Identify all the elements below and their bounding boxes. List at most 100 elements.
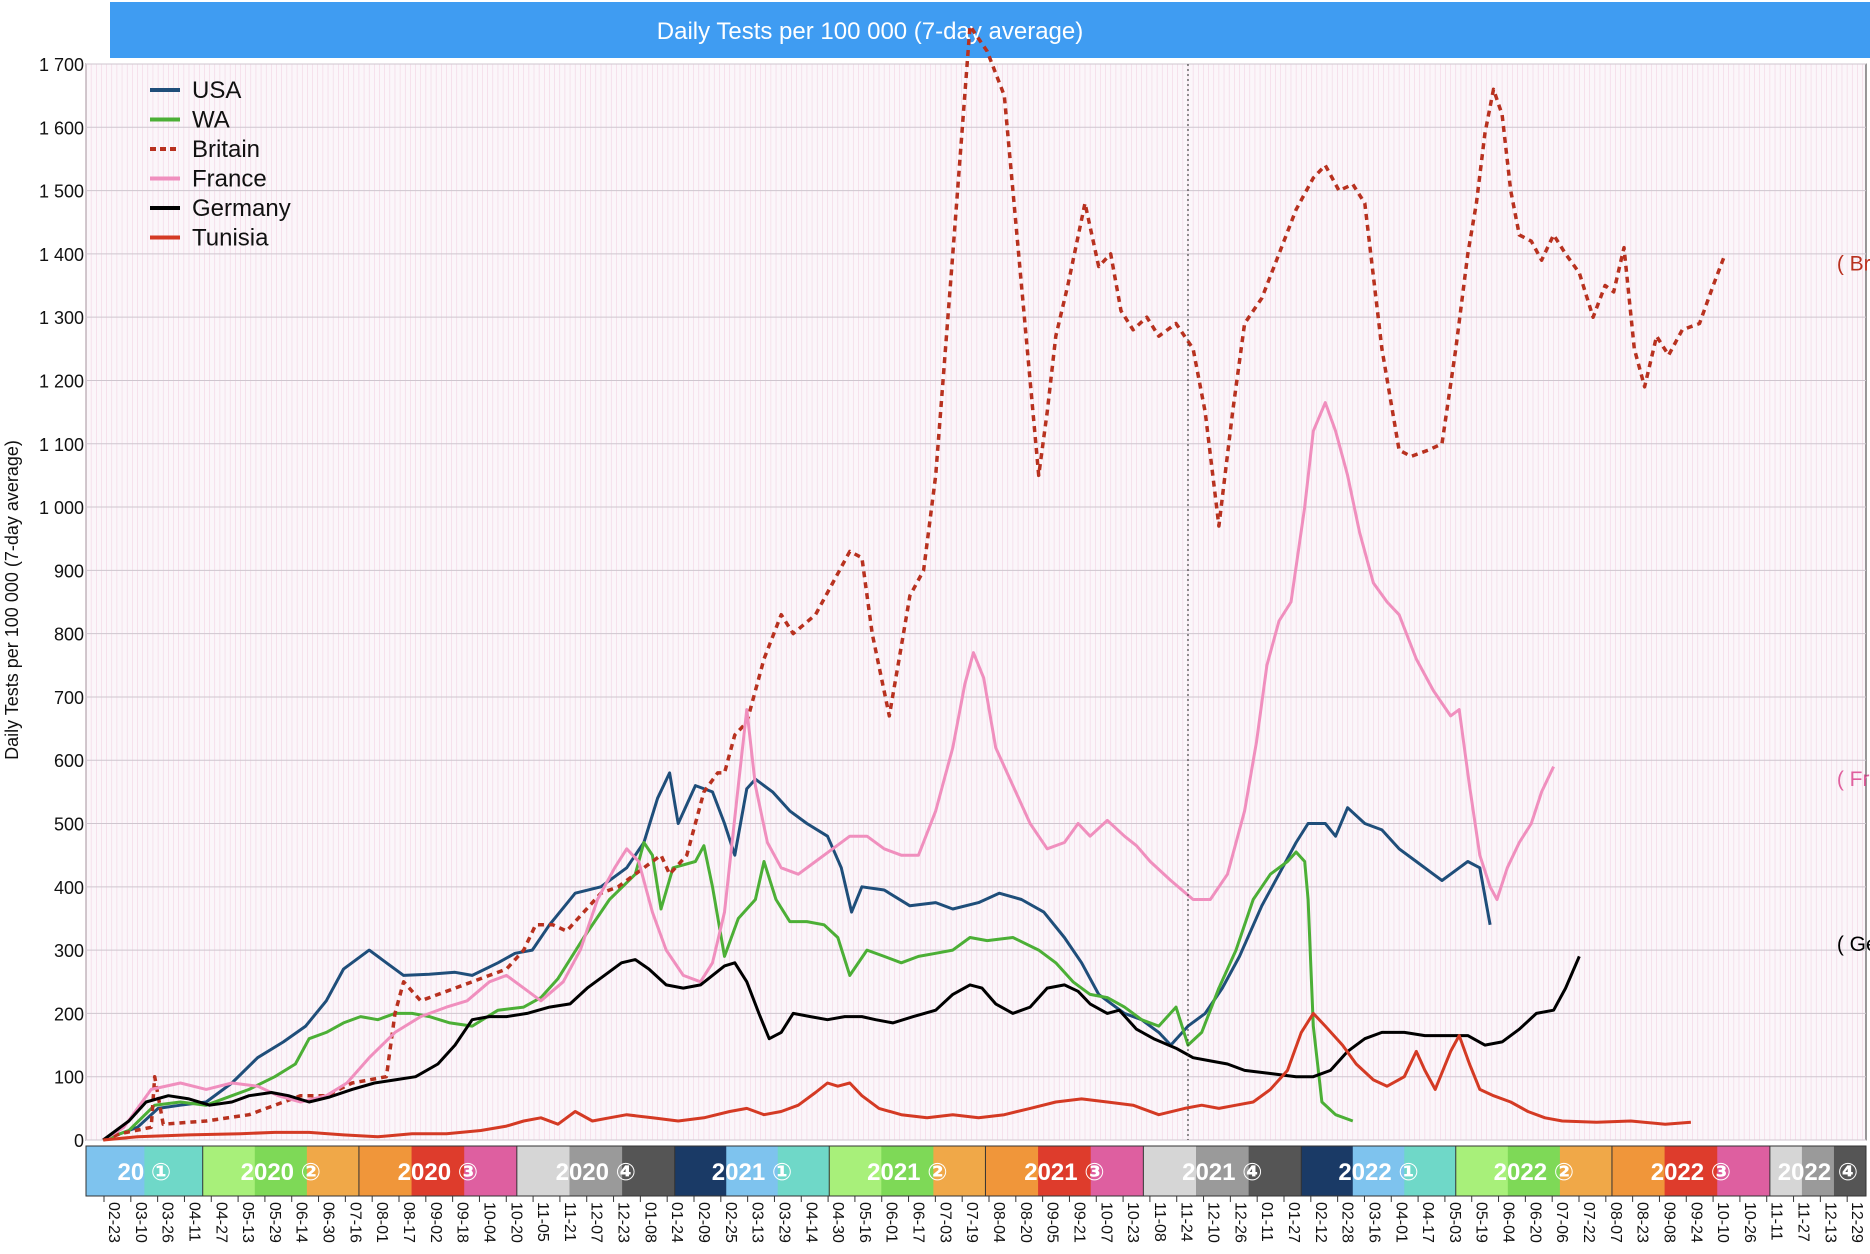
- series-line-usa: [102, 771, 1492, 1142]
- x-date-label: 12-26: [1231, 1202, 1248, 1243]
- quarter-month-block: [1352, 1146, 1405, 1196]
- x-date-label: 03-10: [132, 1202, 149, 1243]
- y-tick-label: 300: [54, 941, 84, 961]
- x-date-label: 11-08: [1151, 1202, 1168, 1242]
- annotation: ( France picking up again ): [1837, 768, 1870, 791]
- quarter-label: 2020 ②: [241, 1159, 321, 1186]
- legend-label: Tunisia: [192, 225, 269, 252]
- x-date-label: 10-20: [507, 1202, 524, 1243]
- quarter-month-block: [1769, 1146, 1803, 1196]
- x-date-label: 06-14: [293, 1202, 310, 1243]
- x-date-label: 09-02: [427, 1202, 444, 1243]
- y-tick-label: 800: [54, 625, 84, 645]
- quarter-month-block: [1833, 1146, 1867, 1196]
- x-date-labels: 02-23 03-10 03-26 04-11 04-27 05-13 05-29 06-14…: [103, 1196, 1865, 1243]
- quarter-month-block: [254, 1146, 308, 1196]
- quarter-label: 2021 ③: [1024, 1159, 1104, 1186]
- x-date-label: 05-29: [266, 1202, 283, 1243]
- x-date-label: 08-17: [400, 1202, 417, 1243]
- x-date-label: 11-27: [1795, 1202, 1812, 1242]
- quarter-label: 2020 ④: [556, 1159, 636, 1186]
- quarter-month-block: [985, 1146, 1039, 1196]
- quarter-month-block: [829, 1146, 882, 1196]
- quarter-month-block: [674, 1146, 727, 1196]
- quarter-month-block: [1455, 1146, 1509, 1196]
- quarter-label: 2021 ①: [712, 1159, 792, 1186]
- quarter-bar: 20 ① 2020 ② 2020 ③ 2020 ④ 2021 ① 2021 ② 2021 ③…: [85, 1145, 1867, 1197]
- x-date-label: 12-23: [615, 1202, 632, 1243]
- chart-title: Daily Tests per 100 000 (7-day average): [657, 18, 1083, 45]
- x-date-label: 06-20: [1526, 1202, 1543, 1243]
- plot-area: [85, 63, 1867, 1141]
- y-tick-label: 1 400: [39, 245, 84, 265]
- y-tick-label: 100: [54, 1068, 84, 1088]
- y-tick-label: 1 200: [39, 371, 84, 391]
- x-date-label: 11-24: [1178, 1202, 1195, 1242]
- x-date-label: 06-04: [1500, 1202, 1517, 1243]
- x-date-label: 02-23: [105, 1202, 122, 1243]
- y-tick-label: 1 000: [39, 498, 84, 518]
- y-tick-label: 1 500: [39, 182, 84, 202]
- y-axis-label: Daily Tests per 100 000 (7-day average): [2, 440, 22, 760]
- quarter-month-block: [933, 1146, 986, 1196]
- quarter-label: 2020 ③: [398, 1159, 478, 1186]
- quarter-month-block: [202, 1146, 256, 1196]
- x-date-label: 01-08: [641, 1202, 658, 1243]
- x-date-label: 05-16: [856, 1202, 873, 1243]
- legend-label: WA: [192, 107, 230, 134]
- quarter-month-block: [726, 1146, 779, 1196]
- y-tick-labels: 0 100 200 300 400 500 600 700 800 900 1 000 1 100 1 …: [39, 55, 84, 1151]
- quarter-month-block: [1404, 1146, 1457, 1196]
- x-date-label: 11-05: [534, 1202, 551, 1242]
- quarter-month-block: [1559, 1146, 1613, 1196]
- y-tick-label: 600: [54, 751, 84, 771]
- x-date-label: 04-17: [1419, 1202, 1436, 1243]
- series-lines: [102, 24, 1727, 1142]
- vertical-grid: [85, 64, 1863, 1140]
- series-line-wa: [102, 841, 1354, 1142]
- x-date-label: 03-26: [159, 1202, 176, 1243]
- x-date-label: 04-30: [829, 1202, 846, 1243]
- quarter-month-block: [144, 1146, 204, 1196]
- title-bar: [110, 2, 1870, 58]
- series-line-britain: [102, 24, 1727, 1142]
- legend-label: USA: [192, 77, 241, 104]
- x-date-label: 12-07: [588, 1202, 605, 1243]
- x-date-label: 12-13: [1821, 1202, 1838, 1243]
- x-date-label: 10-26: [1741, 1202, 1758, 1243]
- x-date-label: 03-29: [776, 1202, 793, 1243]
- quarter-month-block: [1717, 1146, 1771, 1196]
- quarter-month-block: [569, 1146, 623, 1196]
- x-date-label: 07-16: [346, 1202, 363, 1243]
- quarter-month-block: [1248, 1146, 1302, 1196]
- quarter-month-block: [1038, 1146, 1092, 1196]
- x-date-label: 03-16: [1366, 1202, 1383, 1243]
- quarter-month-block: [1301, 1146, 1354, 1196]
- x-date-label: 02-28: [1339, 1202, 1356, 1243]
- x-date-label: 04-27: [212, 1202, 229, 1243]
- quarter-month-block: [358, 1146, 413, 1196]
- y-tick-label: 1 300: [39, 308, 84, 328]
- y-tick-label: 200: [54, 1004, 84, 1024]
- x-date-label: 11-21: [561, 1202, 578, 1242]
- quarter-label: 2022 ①: [1338, 1159, 1418, 1186]
- quarter-month-block: [306, 1146, 360, 1196]
- annotations: ( Britain leading ) ( France picking up a…: [1837, 252, 1870, 955]
- quarter-month-block: [1611, 1146, 1666, 1196]
- x-date-label: 12-10: [1205, 1202, 1222, 1243]
- x-date-label: 03-13: [749, 1202, 766, 1243]
- quarter-label: 2022 ③: [1651, 1159, 1731, 1186]
- x-date-label: 07-22: [1580, 1202, 1597, 1243]
- quarter-month-block: [86, 1146, 145, 1196]
- quarter-label: 2021 ②: [867, 1159, 947, 1186]
- quarter-label: 2022 ②: [1494, 1159, 1574, 1186]
- quarter-month-block: [881, 1146, 934, 1196]
- x-date-label: 06-01: [883, 1202, 900, 1243]
- x-date-label: 08-04: [990, 1202, 1007, 1243]
- x-date-label: 04-11: [186, 1202, 203, 1242]
- quarter-month-block: [777, 1146, 830, 1196]
- quarter-label: 2022 ④: [1778, 1159, 1858, 1186]
- x-date-label: 09-05: [1044, 1202, 1061, 1243]
- quarter-month-block: [1664, 1146, 1718, 1196]
